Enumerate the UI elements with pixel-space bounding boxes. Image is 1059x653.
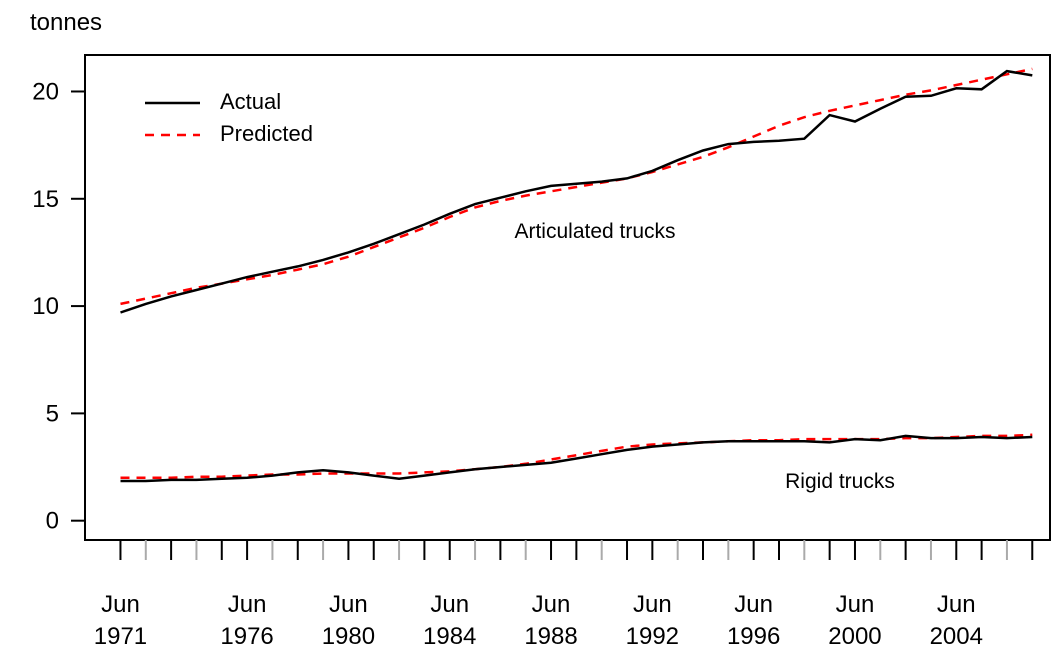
y-tick-label: 15 <box>32 186 59 213</box>
x-tick-label: Jun 1996 <box>727 591 780 650</box>
line-actual <box>120 434 1033 483</box>
x-tick-label: Jun 1984 <box>423 591 476 650</box>
x-tick-label: Jun 1992 <box>626 591 679 650</box>
x-tick-label: Jun 1980 <box>322 591 375 650</box>
x-tick-label: Jun 1971 <box>94 591 147 650</box>
legend-label: Actual <box>220 89 281 114</box>
line-actual <box>120 69 1033 314</box>
line-predicted <box>120 67 1033 306</box>
y-tick-label: 10 <box>32 293 59 320</box>
y-tick-label: 5 <box>46 400 59 427</box>
x-tick-label: Jun 1976 <box>220 591 273 650</box>
y-tick-label: 0 <box>46 508 59 535</box>
annotation: Articulated trucks <box>514 220 675 243</box>
x-tick-label: Jun 2004 <box>930 591 983 650</box>
x-tick-label: Jun 1988 <box>524 591 577 650</box>
x-tick-label: Jun 2000 <box>828 591 881 650</box>
y-axis-label: tonnes <box>30 9 102 36</box>
annotation: Rigid trucks <box>785 470 895 493</box>
line-predicted <box>120 433 1033 480</box>
legend-label: Predicted <box>220 121 313 146</box>
plot-frame <box>84 54 1051 541</box>
y-tick-label: 20 <box>32 78 59 105</box>
